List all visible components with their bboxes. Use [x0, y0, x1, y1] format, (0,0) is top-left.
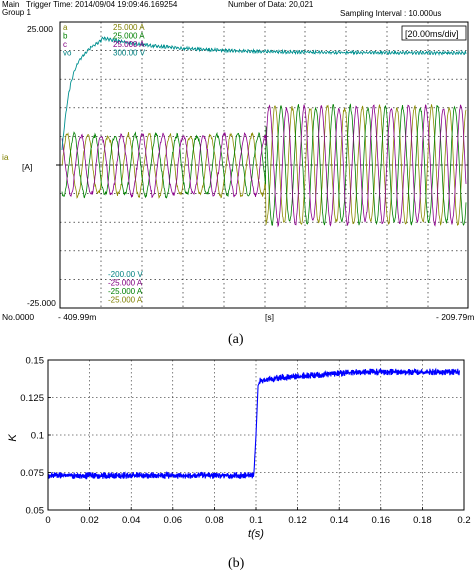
caption-a: (a): [228, 332, 244, 347]
k-y-tick-label: 0.1: [31, 431, 44, 442]
vo-trace: [61, 36, 467, 151]
scope-channel-name: a: [63, 23, 68, 32]
phase-a-trace: [61, 104, 467, 227]
scope-plot: [20.00ms/div] a 25.000 A b 25.000 A c 25.000 …: [56, 21, 469, 309]
k-x-tick-label: 0.12: [288, 515, 307, 526]
scope-left-channel: ia: [2, 152, 9, 162]
scope-channel-scale-bottom: -25.000 A: [108, 287, 143, 296]
scope-left-unit: [A]: [22, 162, 33, 172]
scope-time-unit: [s]: [265, 312, 274, 322]
scope-channel-scale-top: 300.00 V: [113, 49, 146, 58]
scope-channel-labels-bottom: -200.00 V-25.000 A-25.000 A-25.000 A: [108, 270, 143, 305]
k-x-tick-label: 0.04: [122, 515, 141, 526]
k-ticks: 0 0.02 0.04 0.06 0.08 0.1 0.12 0.14 0.16 0.18 0.2 0…: [20, 356, 470, 527]
scope-channel-scale-top: 25.000 A: [113, 40, 145, 49]
scope-time-end: - 209.79m: [436, 312, 474, 322]
scope-channel-scale-bottom: -25.000 A: [108, 279, 143, 288]
k-x-tick-label: 0.2: [457, 515, 470, 526]
scope-header-sampling-interval: Sampling Interval : 10.000us: [340, 9, 442, 18]
scope-channel-scale-bottom: -25.000 A: [108, 296, 143, 305]
scope-header-trigger-time: Trigger Time: 2014/09/04 19:09:46.169254: [26, 0, 178, 9]
scope-bottom-left-label: No.0000: [2, 312, 35, 322]
caption-b: (b): [228, 556, 245, 571]
phase-b-trace: [61, 103, 467, 226]
scope-header-number-of-data: Number of Data: 20,021: [228, 0, 314, 9]
scope-y-top-label: 25.000: [27, 24, 53, 34]
timebase-box: [401, 25, 467, 41]
scope-channel-scale-top: 25.000 A: [113, 23, 145, 32]
scope-channel-name: b: [63, 32, 68, 41]
scope-channel-scale-top: 25.000 A: [113, 32, 145, 41]
k-x-tick-label: 0.14: [330, 515, 349, 526]
scope-header-main: Main: [2, 0, 20, 9]
scope-channel-labels-top: a 25.000 A b 25.000 A c 25.000 A vo 300.00 V: [63, 23, 146, 58]
scope-waveforms: [61, 36, 467, 228]
phase-c-trace: [61, 104, 467, 228]
k-x-tick-label: 0.1: [249, 515, 262, 526]
k-series-line: [47, 367, 460, 480]
k-y-tick-label: 0.15: [26, 356, 45, 367]
k-grid: [48, 360, 464, 510]
k-x-tick-label: 0.18: [413, 515, 432, 526]
scope-timebase: [20.00ms/div]: [405, 29, 459, 39]
k-ylabel: K: [7, 434, 19, 442]
scope-grid: [56, 22, 468, 308]
k-x-tick-label: 0.02: [80, 515, 99, 526]
k-x-tick-label: 0.16: [372, 515, 391, 526]
k-x-tick-label: 0: [45, 515, 50, 526]
scope-time-start: - 409.99m: [58, 312, 97, 322]
k-x-tick-label: 0.08: [205, 515, 224, 526]
k-x-tick-label: 0.06: [164, 515, 183, 526]
k-y-tick-label: 0.05: [26, 506, 45, 517]
k-xlabel: t(s): [248, 528, 264, 540]
scope-y-bottom-label: -25.000: [27, 298, 56, 308]
k-y-tick-label: 0.075: [20, 468, 44, 479]
scope-channel-name: c: [63, 40, 67, 49]
scope-channel-name: vo: [63, 49, 72, 58]
k-axes-frame: [47, 359, 465, 511]
scope-channel-scale-bottom: -200.00 V: [108, 270, 143, 279]
k-y-tick-label: 0.125: [20, 393, 44, 404]
scope-header-group: Group 1: [2, 8, 31, 17]
